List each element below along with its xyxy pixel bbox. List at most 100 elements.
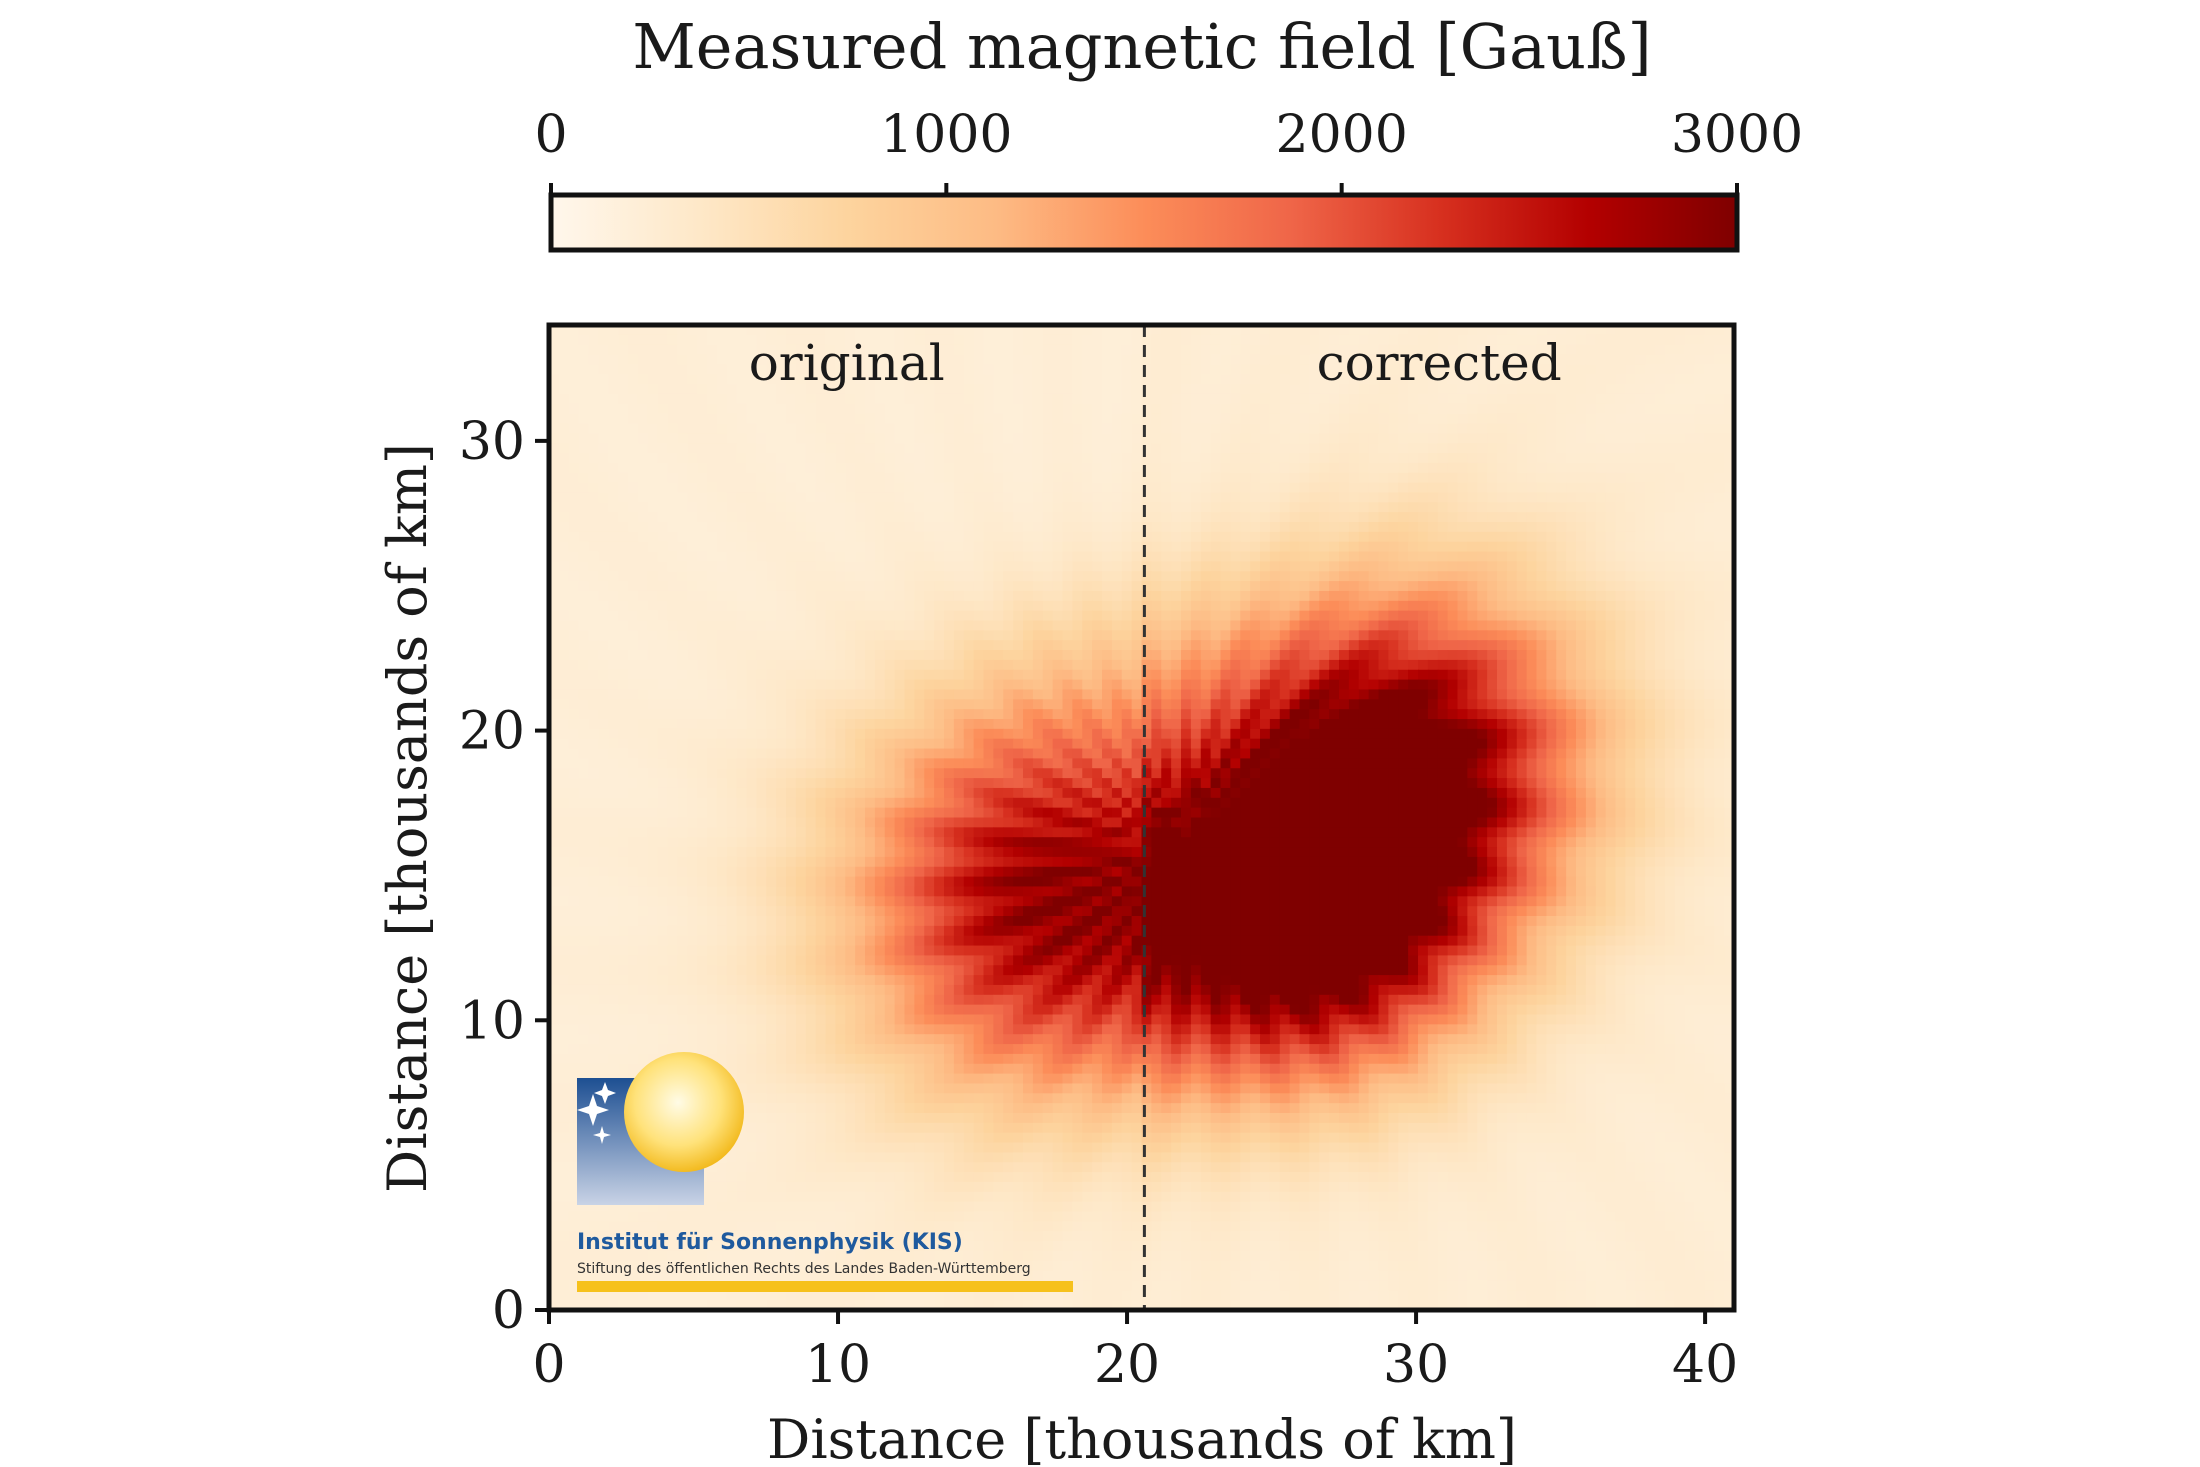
heatmap-cell xyxy=(598,502,609,513)
heatmap-cell xyxy=(1585,561,1597,572)
heatmap-cell xyxy=(766,502,777,513)
heatmap-cell xyxy=(1378,659,1389,671)
heatmap-cell xyxy=(1684,482,1696,494)
heatmap-cell xyxy=(914,512,925,523)
heatmap-cell xyxy=(1082,551,1093,562)
heatmap-cell xyxy=(1121,600,1133,612)
heatmap-cell xyxy=(1526,393,1538,405)
heatmap-cell xyxy=(1418,344,1429,356)
heatmap-cell xyxy=(904,433,915,444)
heatmap-cell xyxy=(1032,384,1044,395)
heatmap-cell xyxy=(1714,433,1725,444)
heatmap-cell xyxy=(726,403,738,415)
heatmap-cell xyxy=(1615,482,1626,494)
heatmap-cell xyxy=(894,699,906,710)
heatmap-cell xyxy=(1635,650,1646,661)
heatmap-cell xyxy=(953,581,965,592)
heatmap-cell xyxy=(608,522,619,533)
heatmap-cell xyxy=(1260,462,1271,474)
heatmap-cell xyxy=(845,512,856,523)
heatmap-cell xyxy=(726,512,738,523)
colorbar-tick-label: 2000 xyxy=(1275,105,1407,165)
heatmap-cell xyxy=(1161,679,1172,691)
heatmap-cell xyxy=(884,689,896,700)
heatmap-cell xyxy=(1388,354,1399,365)
heatmap-cell xyxy=(1497,453,1508,464)
heatmap-cell xyxy=(1457,374,1468,385)
heatmap-cell xyxy=(805,581,817,592)
heatmap-cell xyxy=(815,620,827,631)
heatmap-cell xyxy=(1497,462,1508,474)
heatmap-cell xyxy=(1260,354,1271,365)
heatmap-cell xyxy=(1141,502,1152,513)
heatmap-cell xyxy=(1595,453,1607,464)
heatmap-cell xyxy=(874,384,886,395)
heatmap-cell xyxy=(1003,502,1014,513)
heatmap-cell xyxy=(1635,581,1646,592)
heatmap-cell xyxy=(558,659,570,671)
heatmap-cell xyxy=(1092,719,1103,730)
heatmap-cell xyxy=(1506,590,1518,602)
heatmap-cell xyxy=(1704,620,1715,631)
heatmap-cell xyxy=(934,571,945,582)
heatmap-cell xyxy=(993,590,1004,602)
heatmap-cell xyxy=(1378,669,1389,681)
heatmap-cell xyxy=(716,620,728,631)
heatmap-cell xyxy=(1526,650,1538,661)
heatmap-cell xyxy=(993,561,1004,572)
heatmap-cell xyxy=(697,620,708,631)
heatmap-cell xyxy=(1111,620,1123,631)
heatmap-cell xyxy=(1645,354,1656,365)
heatmap-cell xyxy=(687,384,698,395)
heatmap-cell xyxy=(598,462,609,474)
heatmap-cell xyxy=(914,620,925,631)
heatmap-cell xyxy=(1200,472,1212,484)
heatmap-cell xyxy=(1487,531,1498,543)
heatmap-cell xyxy=(1477,541,1488,553)
heatmap-cell xyxy=(855,403,866,415)
heatmap-cell xyxy=(578,679,590,691)
heatmap-cell xyxy=(1171,482,1182,494)
heatmap-cell xyxy=(766,610,777,622)
heatmap-cell xyxy=(1655,403,1666,415)
heatmap-cell xyxy=(1161,492,1172,503)
heatmap-cell xyxy=(1595,581,1607,592)
heatmap-cell xyxy=(677,413,688,425)
heatmap-cell xyxy=(647,709,659,720)
heatmap-cell xyxy=(1467,699,1478,710)
heatmap-cell xyxy=(1418,610,1429,622)
heatmap-cell xyxy=(1240,384,1251,395)
heatmap-cell xyxy=(993,482,1004,494)
heatmap-cell xyxy=(588,384,599,395)
heatmap-cell xyxy=(1003,364,1014,375)
heatmap-cell xyxy=(1556,590,1567,602)
heatmap-cell xyxy=(1230,679,1241,691)
heatmap-cell xyxy=(746,531,757,543)
heatmap-cell xyxy=(1181,354,1192,365)
heatmap-cell xyxy=(1526,659,1538,671)
heatmap-cell xyxy=(805,590,817,602)
heatmap-cell xyxy=(1309,640,1320,651)
heatmap-cell xyxy=(1092,659,1103,671)
heatmap-cell xyxy=(726,374,738,385)
heatmap-cell xyxy=(993,522,1004,533)
heatmap-cell xyxy=(1200,699,1212,710)
heatmap-cell xyxy=(1684,630,1696,641)
heatmap-cell xyxy=(1714,610,1725,622)
heatmap-cell xyxy=(1635,719,1646,730)
heatmap-cell xyxy=(716,512,728,523)
heatmap-cell xyxy=(1082,423,1093,434)
heatmap-cell xyxy=(1605,413,1617,425)
heatmap-cell xyxy=(667,669,678,681)
heatmap-cell xyxy=(1181,709,1192,720)
heatmap-cell xyxy=(993,462,1004,474)
heatmap-cell xyxy=(894,482,906,494)
heatmap-cell xyxy=(1003,423,1014,434)
heatmap-cell xyxy=(1348,354,1360,365)
heatmap-cell xyxy=(1121,354,1133,365)
heatmap-cell xyxy=(1378,384,1389,395)
heatmap-cell xyxy=(716,482,728,494)
heatmap-cell xyxy=(1427,522,1439,533)
heatmap-cell xyxy=(647,512,659,523)
heatmap-cell xyxy=(1072,403,1083,415)
